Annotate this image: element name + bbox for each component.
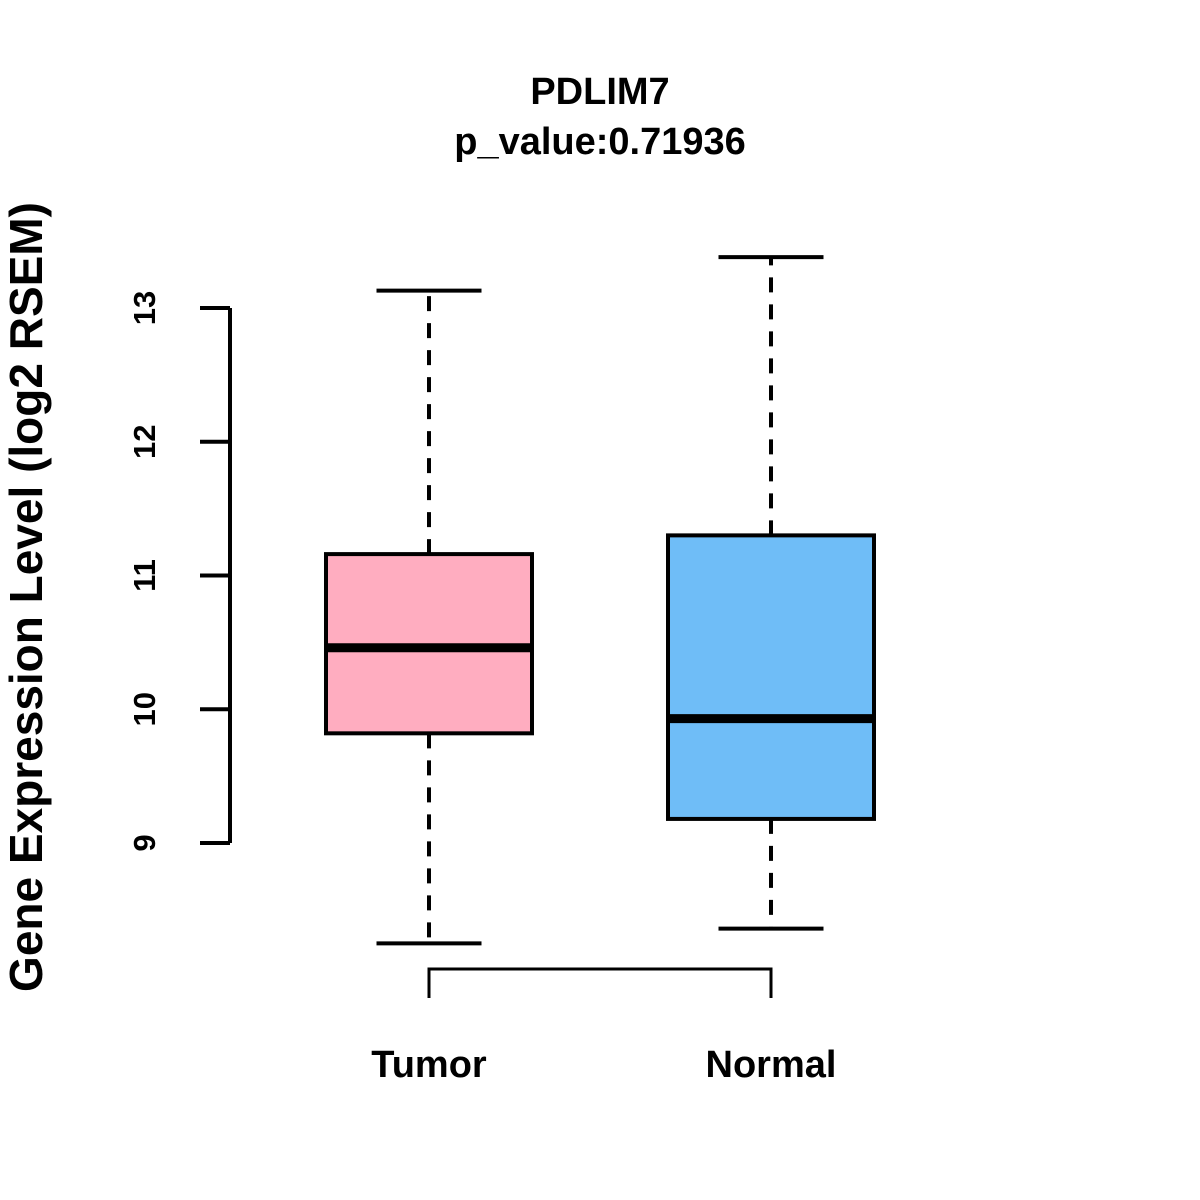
y-tick-label: 12 bbox=[127, 425, 162, 459]
chart-subtitle-pvalue: p_value:0.71936 bbox=[454, 121, 746, 163]
y-axis-title: Gene Expression Level (log2 RSEM) bbox=[0, 202, 52, 992]
x-axis: Tumor Normal bbox=[371, 967, 837, 1086]
iqr-box-normal bbox=[666, 533, 876, 821]
x-category-label-tumor: Tumor bbox=[371, 1044, 487, 1086]
y-tick-label: 9 bbox=[127, 834, 162, 851]
x-category-label-normal: Normal bbox=[706, 1044, 837, 1086]
chart-title: PDLIM7 bbox=[530, 71, 669, 113]
y-tick-label: 13 bbox=[127, 291, 162, 325]
y-tick-label: 10 bbox=[127, 692, 162, 726]
x-axis-bracket bbox=[427, 967, 773, 998]
box-group bbox=[324, 255, 876, 946]
y-tick-label: 11 bbox=[127, 559, 162, 592]
y-axis: 9 10 11 12 13 bbox=[127, 291, 232, 852]
